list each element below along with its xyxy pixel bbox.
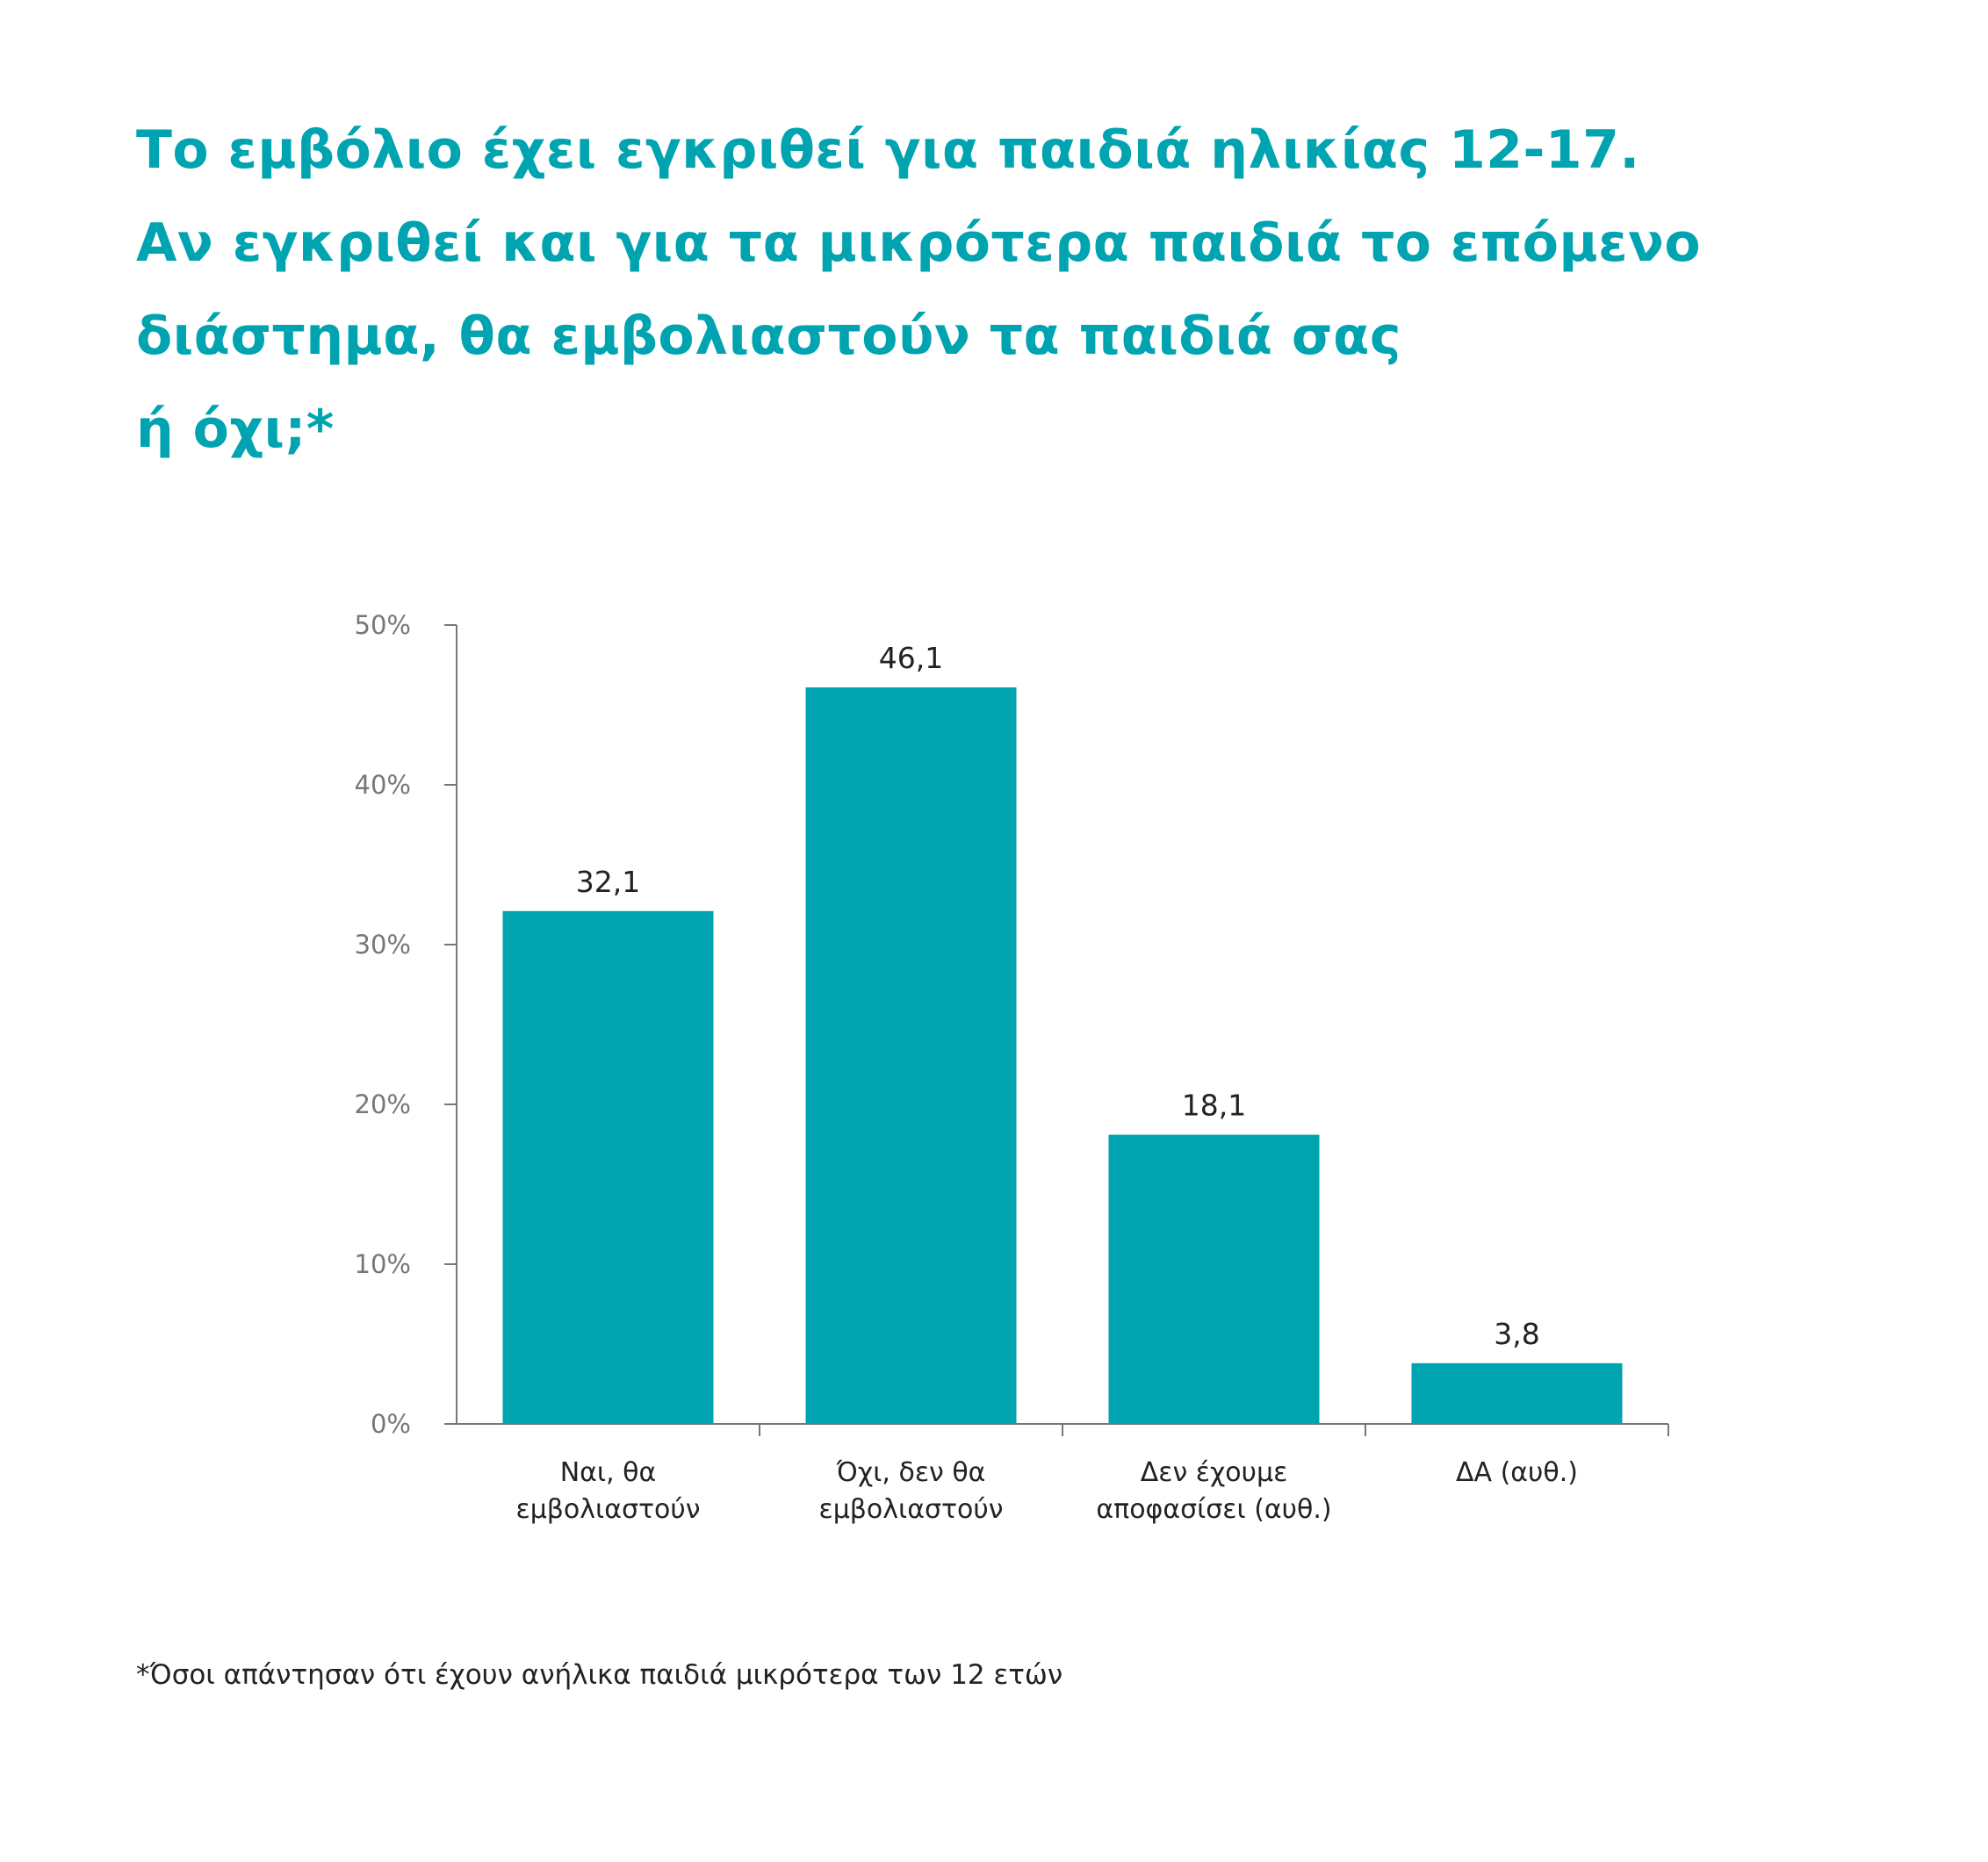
category-label: Ναι, θα	[560, 1457, 657, 1488]
bar	[502, 910, 714, 1424]
y-tick-label: 40%	[355, 770, 411, 800]
x-axis: Ναι, θα εμβολιαστούν Όχι, δεν θα εμβολιαστο…	[457, 1423, 1669, 1525]
category-label: Όχι, δεν θα	[836, 1457, 986, 1488]
category-label: αποφασίσει (αυθ.)	[1096, 1494, 1331, 1525]
y-axis: 0% 10% 20% 30% 40% 50%	[355, 610, 457, 1439]
category-label: ΔΑ (αυθ.)	[1456, 1457, 1578, 1488]
title-line-4: ή όχι;*	[136, 399, 335, 460]
chart-title: Το εμβόλιο έχει εγκριθεί για παιδιά ηλικ…	[136, 104, 1927, 476]
y-tick-label: 0%	[371, 1409, 411, 1439]
bar	[805, 687, 1017, 1424]
y-tick-label: 10%	[355, 1249, 411, 1279]
title-line-1: Το εμβόλιο έχει εγκριθεί για παιδιά ηλικ…	[136, 119, 1640, 181]
category-label: εμβολιαστούν	[818, 1494, 1003, 1525]
y-tick-label: 20%	[355, 1089, 411, 1119]
title-line-2: Αν εγκριθεί και για τα μικρότερα παιδιά …	[136, 212, 1702, 274]
data-label: 3,8	[1494, 1317, 1539, 1351]
bar	[1108, 1134, 1320, 1424]
bar	[1411, 1362, 1623, 1424]
category-label: εμβολιαστούν	[515, 1494, 700, 1525]
title-line-3: διάστημα, θα εμβολιαστούν τα παιδιά σας	[136, 306, 1401, 367]
y-tick-label: 30%	[355, 930, 411, 960]
data-label: 32,1	[576, 865, 640, 899]
y-tick-label: 50%	[355, 610, 411, 640]
footnote: *Όσοι απάντησαν ότι έχουν ανήλικα παιδιά…	[136, 1659, 1063, 1691]
category-label: Δεν έχουμε	[1141, 1457, 1288, 1488]
data-label: 18,1	[1182, 1089, 1246, 1123]
bars: 32,1 46,1 18,1 3,8	[502, 641, 1623, 1424]
data-label: 46,1	[879, 641, 943, 675]
